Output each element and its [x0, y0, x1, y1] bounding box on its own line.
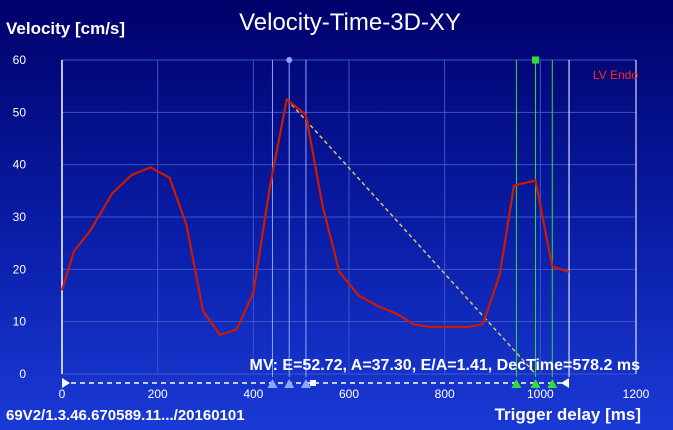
- x-tick-label-1200: 1200: [623, 387, 650, 401]
- grid: [61, 59, 637, 375]
- x-axis: 0 200 400 600 800 1000 1200: [59, 378, 650, 401]
- y-tick-label-30: 30: [13, 210, 27, 224]
- blue-marker-triangle-0: [267, 379, 278, 388]
- series-line-lv-endo: [60, 98, 570, 336]
- x-axis-title: Trigger delay [ms]: [495, 405, 641, 424]
- x-axis-end-arrow: [561, 378, 570, 388]
- y-axis-ticks: 0 10 20 30 40 50 60: [13, 53, 27, 381]
- green-marker-triangle-1: [530, 379, 541, 388]
- y-tick-label-40: 40: [13, 158, 27, 172]
- blue-marker-triangle-2: [300, 379, 311, 388]
- blue-marker-triangle-1: [284, 379, 295, 388]
- x-tick-label-0: 0: [59, 387, 66, 401]
- y-tick-label-0: 0: [19, 367, 26, 381]
- green-marker-triangle-0: [511, 379, 522, 388]
- y-tick-label-10: 10: [13, 315, 27, 329]
- y-tick-label-60: 60: [13, 53, 27, 67]
- measurement-annotation: MV: E=52.72, A=37.30, E/A=1.41, DecTime=…: [250, 357, 641, 374]
- chart-title: Velocity-Time-3D-XY: [239, 9, 461, 36]
- study-id: 69V2/1.3.46.670589.11.../20160101: [6, 407, 245, 424]
- green-marker-triangle-2: [547, 379, 558, 388]
- series-layer: [60, 98, 570, 375]
- blue-top-marker: [286, 57, 293, 63]
- x-tick-label-1000: 1000: [527, 387, 554, 401]
- legend-entry-lv-endo: LV Endo: [593, 68, 638, 82]
- y-axis-title: Velocity [cm/s]: [6, 19, 125, 38]
- x-tick-label-200: 200: [148, 387, 168, 401]
- e-wave-deceleration-line: [286, 98, 537, 375]
- x-axis-start-arrow: [62, 378, 70, 388]
- y-tick-label-50: 50: [13, 105, 27, 119]
- x-tick-label-400: 400: [243, 387, 263, 401]
- x-tick-label-600: 600: [339, 387, 359, 401]
- x-tick-label-800: 800: [435, 387, 455, 401]
- green-top-marker: [532, 56, 540, 64]
- y-tick-label-20: 20: [13, 262, 27, 276]
- phase-markers: [267, 56, 570, 388]
- blue-marker-handle: [309, 380, 316, 386]
